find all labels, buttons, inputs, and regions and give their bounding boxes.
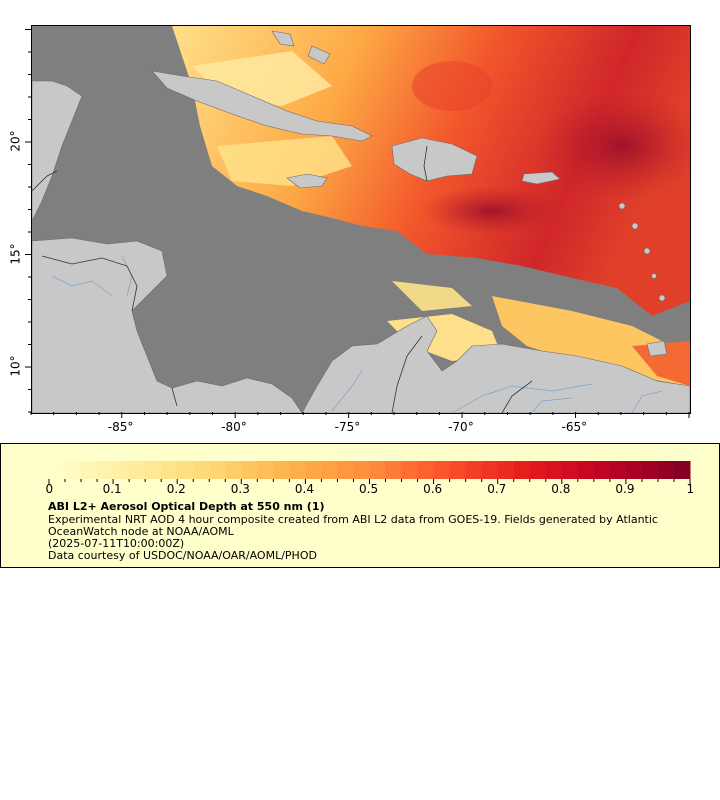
colorbar-segment	[641, 461, 659, 479]
legend-panel: 0 0.1 0.2 0.3 0.4 0.5 0.6 0.7 0.8 0.9 1 ABI L2+ Ae…	[0, 443, 720, 568]
colorbar-label: 0.5	[359, 482, 379, 496]
colorbar-segment	[257, 461, 274, 479]
colorbar-label: 1	[686, 482, 695, 496]
colorbar-segment	[401, 461, 419, 479]
x-tick-label: -70°	[448, 420, 474, 434]
colorbar-segment	[609, 461, 627, 479]
legend-credit: Data courtesy of USDOC/NOAA/OAR/AOML/PHO…	[48, 549, 317, 562]
legend-title: ABI L2+ Aerosol Optical Depth at 550 nm …	[48, 500, 325, 513]
colorbar-segment	[305, 461, 322, 479]
colorbar-segment	[113, 461, 130, 479]
legend-description-line2: OceanWatch node at NOAA/AOML	[48, 525, 234, 538]
x-tick-label: -85°	[107, 420, 134, 434]
colorbar-label: 0.2	[166, 482, 186, 496]
y-tick-label: 15°	[8, 242, 23, 265]
colorbar-segment	[513, 461, 531, 479]
colorbar-segment	[289, 461, 306, 479]
borders	[32, 145, 533, 413]
colorbar-label: 0.1	[102, 482, 122, 496]
colorbar-label: 0.9	[615, 482, 635, 496]
colorbar-segment	[529, 461, 547, 479]
colorbar-segment	[465, 461, 483, 479]
colorbar-segment	[161, 461, 178, 479]
colorbar-segment	[337, 461, 354, 479]
colorbar-segment	[577, 461, 595, 479]
colorbar-segment	[97, 461, 114, 479]
colorbar-segment	[561, 461, 579, 479]
x-tick-label: -65°	[561, 420, 588, 434]
colorbar-segment	[673, 461, 691, 479]
aod-map	[32, 26, 690, 413]
colorbar-segment	[81, 461, 98, 479]
colorbar-segment	[321, 461, 338, 479]
colorbar-label: 0.8	[551, 482, 571, 496]
map-axes	[25, 29, 690, 418]
colorbar-segment	[481, 461, 499, 479]
colorbar-segment	[449, 461, 467, 479]
land	[32, 30, 690, 413]
colorbar-label: 0.3	[230, 482, 250, 496]
colorbar-segment	[273, 461, 290, 479]
y-tick-label: 10°	[8, 355, 23, 377]
colorbar-segment	[369, 461, 387, 479]
x-tick-label: -75°	[334, 420, 361, 434]
colorbar-segment	[353, 461, 370, 479]
colorbar-label: 0.7	[487, 482, 507, 496]
rivers	[51, 255, 663, 413]
y-tick-label: 20°	[8, 130, 23, 152]
colorbar-segment	[193, 461, 210, 479]
legend-description-line1: Experimental NRT AOD 4 hour composite cr…	[48, 513, 658, 526]
colorbar-segment	[433, 461, 451, 479]
colorbar-label: 0.4	[294, 482, 314, 496]
colorbar-segment	[657, 461, 675, 479]
colorbar-segment	[241, 461, 258, 479]
colorbar-segment	[49, 461, 66, 479]
colorbar-segment	[65, 461, 82, 479]
colorbar-segment	[129, 461, 146, 479]
colorbar-segment	[545, 461, 563, 479]
colorbar-segment	[497, 461, 515, 479]
colorbar	[48, 461, 691, 484]
colorbar-segment	[145, 461, 162, 479]
x-tick-label: -80°	[221, 420, 247, 434]
colorbar-segment	[593, 461, 611, 479]
colorbar-segment	[225, 461, 242, 479]
colorbar-segment	[417, 461, 435, 479]
colorbar-label: 0.6	[423, 482, 443, 496]
colorbar-segment	[177, 461, 194, 479]
colorbar-segment	[625, 461, 643, 479]
colorbar-segment	[209, 461, 226, 479]
map-panel[interactable]	[31, 25, 691, 414]
colorbar-segment	[385, 461, 403, 479]
legend-date: (2025-07-11T10:00:00Z)	[48, 537, 185, 550]
colorbar-label: 0	[45, 482, 54, 496]
